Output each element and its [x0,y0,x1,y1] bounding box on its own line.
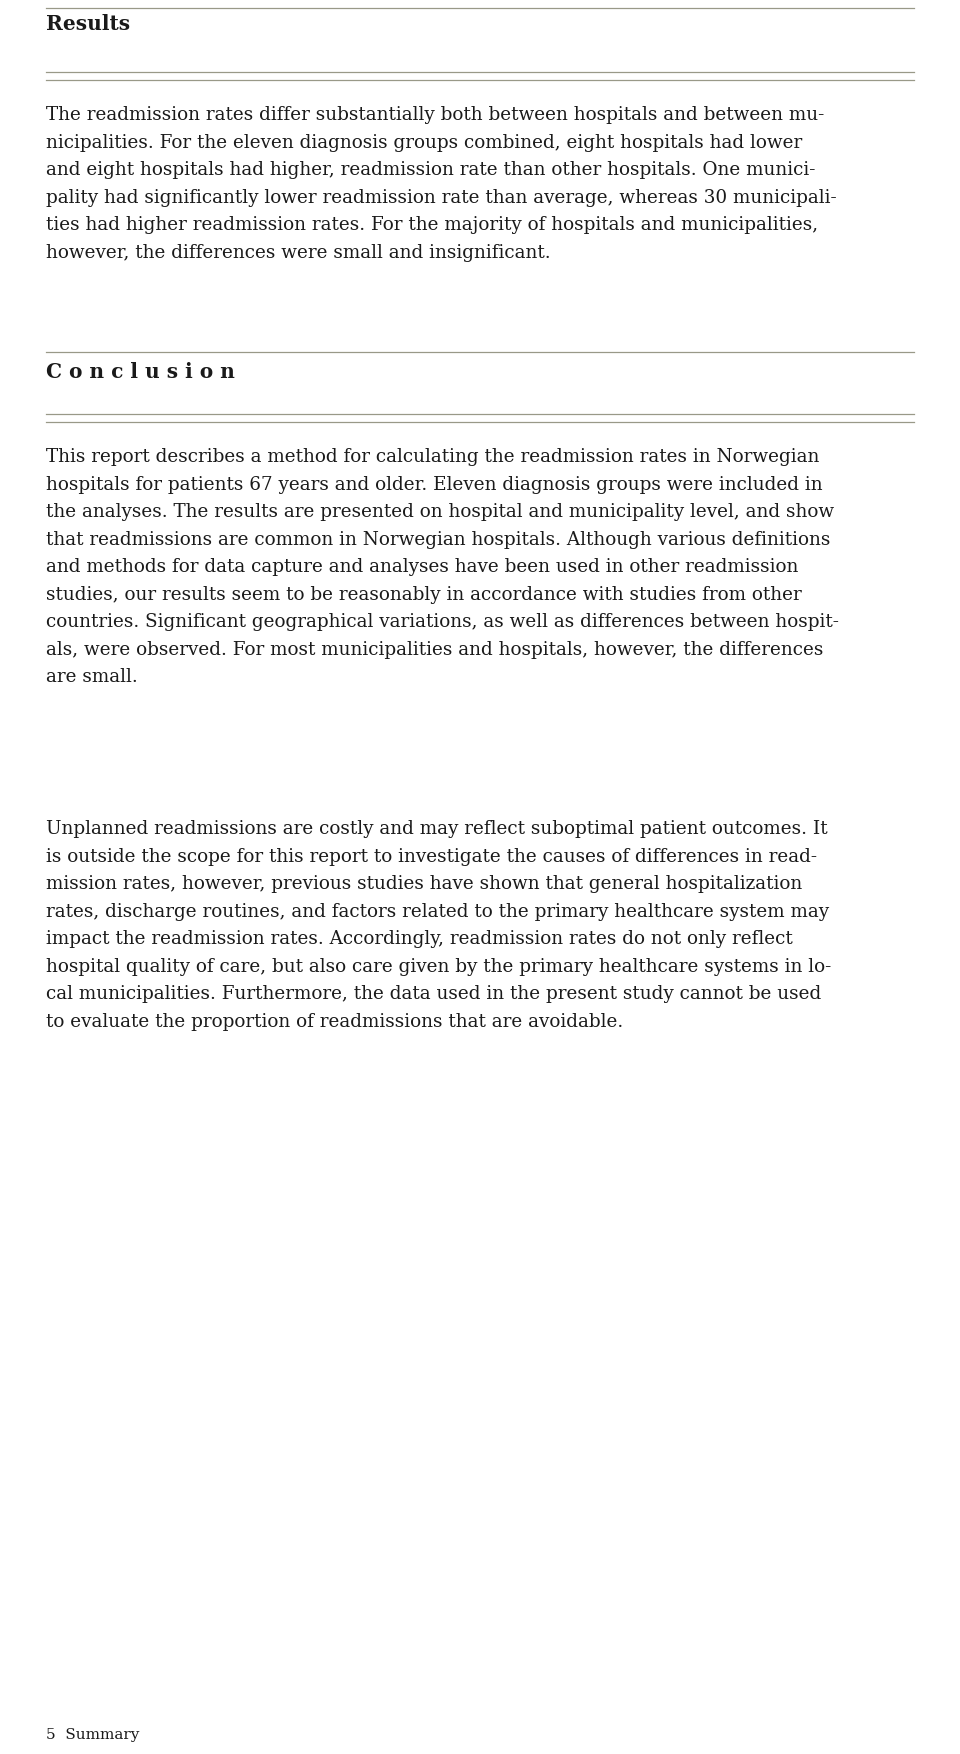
Text: C o n c l u s i o n: C o n c l u s i o n [46,361,235,382]
Text: Results: Results [46,14,131,33]
Text: This report describes a method for calculating the readmission rates in Norwegia: This report describes a method for calcu… [46,447,839,686]
Text: The readmission rates differ substantially both between hospitals and between mu: The readmission rates differ substantial… [46,105,836,261]
Text: 5  Summary: 5 Summary [46,1728,139,1742]
Text: Unplanned readmissions are costly and may reflect suboptimal patient outcomes. I: Unplanned readmissions are costly and ma… [46,821,831,1031]
